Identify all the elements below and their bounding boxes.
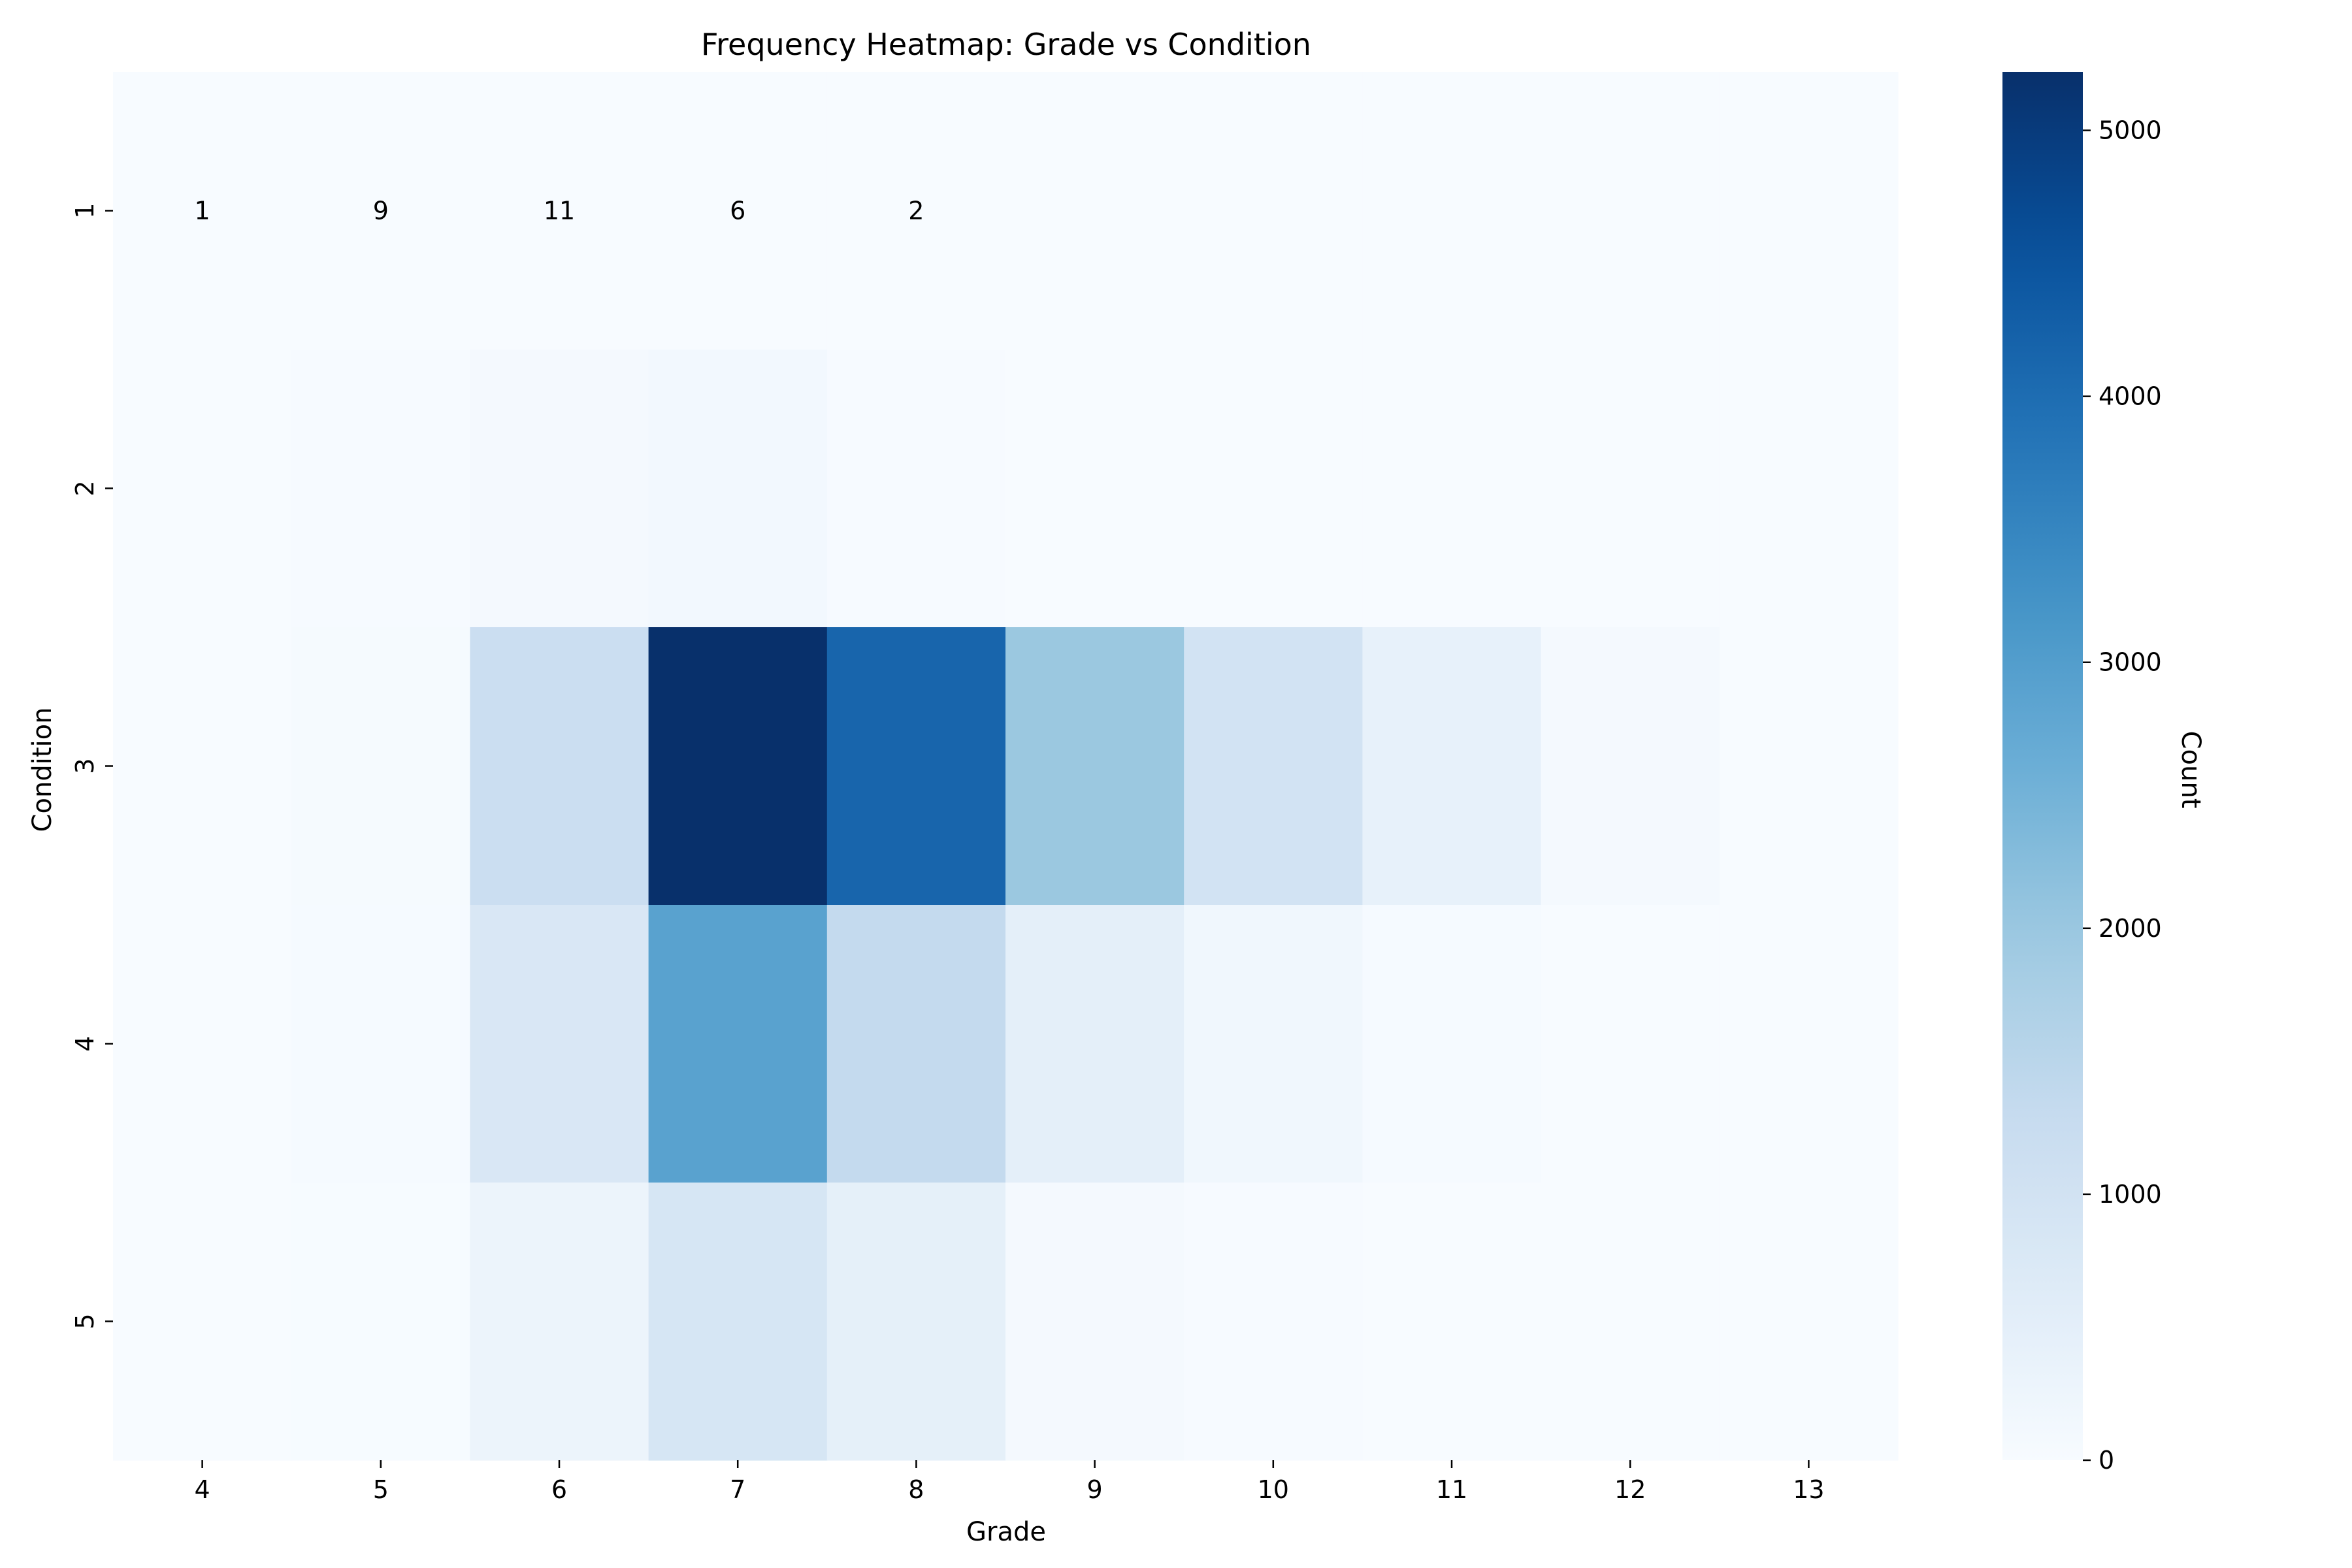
- heatmap-cell: [826, 627, 1006, 906]
- heatmap-cell: [648, 1183, 828, 1461]
- heatmap-cell: [1005, 72, 1184, 350]
- heatmap-cell: [1184, 905, 1363, 1183]
- heatmap-cell: [1719, 1183, 1899, 1461]
- heatmap-cell: [113, 1183, 292, 1461]
- heatmap-cell: [113, 627, 292, 906]
- y-tick-label: 4: [71, 1036, 99, 1051]
- y-tick-label: 1: [71, 203, 99, 218]
- heatmap-cell: [113, 905, 292, 1183]
- heatmap-cells: [113, 72, 1899, 1461]
- heatmap-cell: [1005, 627, 1184, 906]
- x-tick-label: 10: [1258, 1475, 1289, 1504]
- heatmap-cell: [291, 1183, 470, 1461]
- x-tick-label: 8: [908, 1475, 924, 1504]
- heatmap-cell: [1719, 905, 1899, 1183]
- heatmap-cell: [1362, 72, 1542, 350]
- heatmap-cell: [1184, 72, 1363, 350]
- heatmap-cell: [1184, 350, 1363, 628]
- heatmap-cell: [648, 905, 828, 1183]
- heatmap-cell: [648, 72, 828, 350]
- colorbar-tick-label: 0: [2099, 1446, 2114, 1475]
- colorbar-tick-label: 3000: [2099, 648, 2162, 677]
- heatmap-cell: [291, 72, 470, 350]
- x-axis-label: Grade: [966, 1517, 1046, 1547]
- heatmap-cell: [1362, 1183, 1542, 1461]
- y-axis-label: Condition: [27, 708, 57, 832]
- colorbar-label: Count: [2176, 731, 2206, 809]
- x-tick-label: 13: [1793, 1475, 1824, 1504]
- heatmap-cell: [1541, 905, 1720, 1183]
- y-tick-label: 2: [71, 480, 99, 496]
- colorbar-ticks: 0 1000 2000 3000 4000 5000: [2083, 116, 2162, 1475]
- x-tick-label: 6: [551, 1475, 567, 1504]
- heatmap-cell: [1541, 1183, 1720, 1461]
- cell-value-label: 9: [373, 197, 389, 225]
- heatmap-cell: [1541, 72, 1720, 350]
- heatmap-cell: [648, 627, 828, 906]
- colorbar-tick-label: 5000: [2099, 116, 2162, 145]
- heatmap-cell: [113, 350, 292, 628]
- heatmap-cell: [1184, 1183, 1363, 1461]
- heatmap-cell: [470, 1183, 649, 1461]
- heatmap-cell: [291, 350, 470, 628]
- heatmap-cell: [1541, 350, 1720, 628]
- heatmap-cell: [1719, 627, 1899, 906]
- heatmap-cell: [1005, 905, 1184, 1183]
- y-axis-ticks: 1 2 3 4 5: [71, 203, 113, 1330]
- x-tick-label: 11: [1436, 1475, 1467, 1504]
- chart-title: Frequency Heatmap: Grade vs Condition: [701, 27, 1311, 62]
- x-tick-label: 7: [730, 1475, 745, 1504]
- heatmap-cell: [1005, 1183, 1184, 1461]
- x-axis-ticks: 4 5 6 7 8 9 10 11 12 13: [195, 1460, 1825, 1504]
- heatmap-cell: [1005, 350, 1184, 628]
- heatmap-cell: [470, 905, 649, 1183]
- heatmap-cell: [826, 905, 1006, 1183]
- heatmap-cell: [1184, 627, 1363, 906]
- heatmap-cell: [826, 1183, 1006, 1461]
- heatmap-cell: [826, 72, 1006, 350]
- heatmap-cell: [113, 72, 292, 350]
- cell-value-label: 1: [195, 197, 210, 225]
- colorbar-tick-label: 1000: [2099, 1180, 2162, 1209]
- y-tick-label: 3: [71, 758, 99, 774]
- heatmap-cell: [1362, 905, 1542, 1183]
- heatmap-cell: [470, 350, 649, 628]
- cell-value-label: 2: [908, 197, 924, 225]
- x-tick-label: 5: [373, 1475, 389, 1504]
- heatmap-cell: [1362, 627, 1542, 906]
- colorbar: [2002, 72, 2083, 1460]
- cell-value-label: 11: [544, 197, 575, 225]
- heatmap-cell: [291, 905, 470, 1183]
- heatmap-cell: [1362, 350, 1542, 628]
- heatmap-cell: [470, 627, 649, 906]
- heatmap-cell: [826, 350, 1006, 628]
- x-tick-label: 4: [195, 1475, 210, 1504]
- colorbar-tick-label: 2000: [2099, 914, 2162, 943]
- heatmap-cell: [1719, 72, 1899, 350]
- y-tick-label: 5: [71, 1313, 99, 1329]
- colorbar-tick-label: 4000: [2099, 382, 2162, 411]
- cell-value-labels: 1 9 11 6 2: [195, 197, 924, 225]
- x-tick-label: 9: [1087, 1475, 1103, 1504]
- heatmap-cell: [1541, 627, 1720, 906]
- heatmap-cell: [648, 350, 828, 628]
- heatmap-cell: [470, 72, 649, 350]
- x-tick-label: 12: [1614, 1475, 1646, 1504]
- heatmap-cell: [291, 627, 470, 906]
- heatmap-cell: [1719, 350, 1899, 628]
- cell-value-label: 6: [730, 197, 745, 225]
